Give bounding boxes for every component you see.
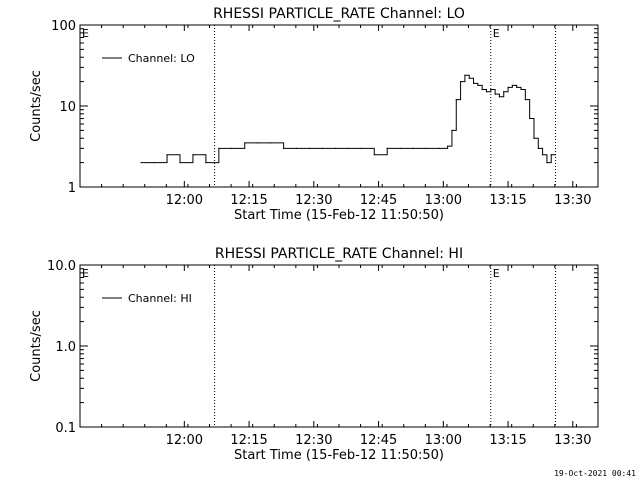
x-axis-label: Start Time (15-Feb-12 11:50:50)	[234, 208, 444, 223]
data-point	[257, 142, 259, 144]
data-point	[485, 91, 488, 93]
data-point	[533, 137, 535, 139]
data-point	[425, 147, 427, 149]
data-point	[507, 86, 509, 88]
y-tick-label: 10.0	[47, 259, 76, 274]
x-tick-label: 12:45	[360, 193, 397, 208]
data-point	[192, 154, 194, 156]
data-point	[537, 147, 539, 149]
data-point	[490, 88, 492, 91]
data-point	[542, 154, 544, 156]
data-point	[244, 142, 246, 144]
x-tick-label: 13:30	[554, 433, 591, 448]
data-point	[511, 84, 513, 86]
data-point	[399, 147, 401, 149]
x-tick-label: 12:00	[166, 193, 203, 208]
x-tick-label: 13:00	[425, 433, 462, 448]
y-tick-label: 100	[51, 19, 76, 34]
data-point	[321, 147, 324, 149]
data-point	[179, 162, 181, 164]
data-point	[459, 81, 462, 83]
data-point	[308, 147, 311, 149]
data-point	[503, 91, 505, 93]
data-point	[516, 86, 518, 88]
data-point	[494, 93, 496, 95]
y-tick-label: 1.0	[55, 340, 76, 355]
x-tick-label: 12:30	[295, 193, 332, 208]
data-point	[520, 88, 522, 91]
data-point	[295, 147, 298, 149]
data-point	[524, 98, 526, 101]
data-point	[451, 129, 453, 131]
data-point	[481, 88, 483, 91]
data-point	[529, 117, 531, 120]
x-tick-label: 13:15	[489, 193, 526, 208]
data-point	[554, 154, 557, 156]
x-tick-label: 12:45	[360, 433, 397, 448]
data-point	[468, 77, 470, 79]
data-point	[472, 82, 475, 85]
x-tick-label: 13:30	[554, 193, 591, 208]
y-tick-label: 10	[59, 100, 76, 115]
annotation-marker: E	[82, 267, 89, 280]
data-point	[140, 162, 142, 164]
data-point	[550, 154, 552, 156]
x-tick-label: 12:15	[230, 193, 267, 208]
data-point	[334, 147, 337, 149]
chart-title: RHESSI PARTICLE_RATE Channel: LO	[213, 6, 465, 22]
x-tick-label: 12:00	[166, 433, 203, 448]
legend-label: Channel: HI	[128, 292, 192, 305]
y-tick-label: 1	[68, 181, 76, 196]
data-point	[477, 84, 479, 86]
data-point	[386, 147, 388, 149]
data-point	[360, 147, 362, 149]
annotation-marker: E	[493, 27, 500, 40]
data-point	[373, 154, 375, 156]
data-point	[283, 147, 285, 149]
data-point	[438, 147, 440, 149]
data-point	[464, 74, 466, 76]
plot-frame	[79, 264, 599, 428]
data-point	[412, 147, 414, 149]
chart-title: RHESSI PARTICLE_RATE Channel: HI	[215, 246, 463, 262]
data-point	[455, 98, 457, 101]
footer-timestamp: 19-Oct-2021 00:41	[554, 469, 636, 478]
x-axis-label: Start Time (15-Feb-12 11:50:50)	[234, 448, 444, 463]
x-tick-label: 12:30	[295, 433, 332, 448]
x-tick-label: 12:15	[230, 433, 267, 448]
data-point	[498, 96, 501, 98]
annotation-marker: E	[82, 27, 89, 40]
data-point	[546, 162, 548, 164]
y-tick-label: 0.1	[55, 421, 76, 436]
data-point	[347, 147, 349, 149]
y-axis-label: Counts/sec	[29, 70, 44, 142]
data-point	[218, 147, 220, 149]
x-tick-label: 13:15	[489, 433, 526, 448]
data-point	[166, 154, 168, 156]
data-point	[231, 147, 233, 149]
x-tick-label: 13:00	[425, 193, 462, 208]
series-line	[141, 74, 556, 164]
legend-label: Channel: LO	[128, 52, 195, 65]
annotation-marker: E	[493, 267, 500, 280]
data-point	[270, 142, 272, 144]
data-point	[447, 145, 449, 147]
data-point	[153, 162, 155, 164]
data-point	[205, 162, 207, 164]
y-axis-label: Counts/sec	[29, 310, 44, 382]
